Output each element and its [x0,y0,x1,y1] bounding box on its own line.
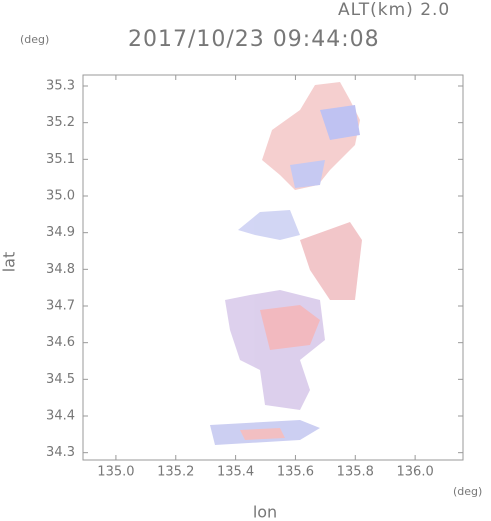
y-unit: (deg) [20,33,49,46]
x-tick-label: 135.4 [217,465,254,480]
x-axis-label: lon [253,503,277,521]
plot-frame [82,74,464,461]
x-tick-label: 135.2 [157,465,194,480]
y-tick-label: 34.3 [46,445,75,460]
y-tick-label: 34.4 [46,409,75,424]
y-tick-label: 34.6 [46,335,75,350]
y-tick-label: 34.8 [46,262,75,277]
y-tick-label: 34.9 [46,225,75,240]
x-unit: (deg) [453,485,482,498]
y-tick-label: 35.2 [46,115,75,130]
y-tick-label: 34.7 [46,299,75,314]
y-tick-label: 35.3 [46,79,75,94]
y-tick-label: 35.1 [46,152,75,167]
chart-title: 2017/10/23 09:44:08 [128,27,380,52]
y-tick-label: 35.0 [46,189,75,204]
y-tick-label: 34.5 [46,372,75,387]
x-tick-label: 135.0 [97,465,134,480]
radar-echoes [210,82,362,445]
x-tick-label: 136.0 [397,465,434,480]
x-tick-label: 135.8 [337,465,374,480]
y-axis-label: lat [0,252,19,273]
x-tick-label: 135.6 [277,465,314,480]
chart-subtitle: ALT(km) 2.0 [338,0,450,20]
